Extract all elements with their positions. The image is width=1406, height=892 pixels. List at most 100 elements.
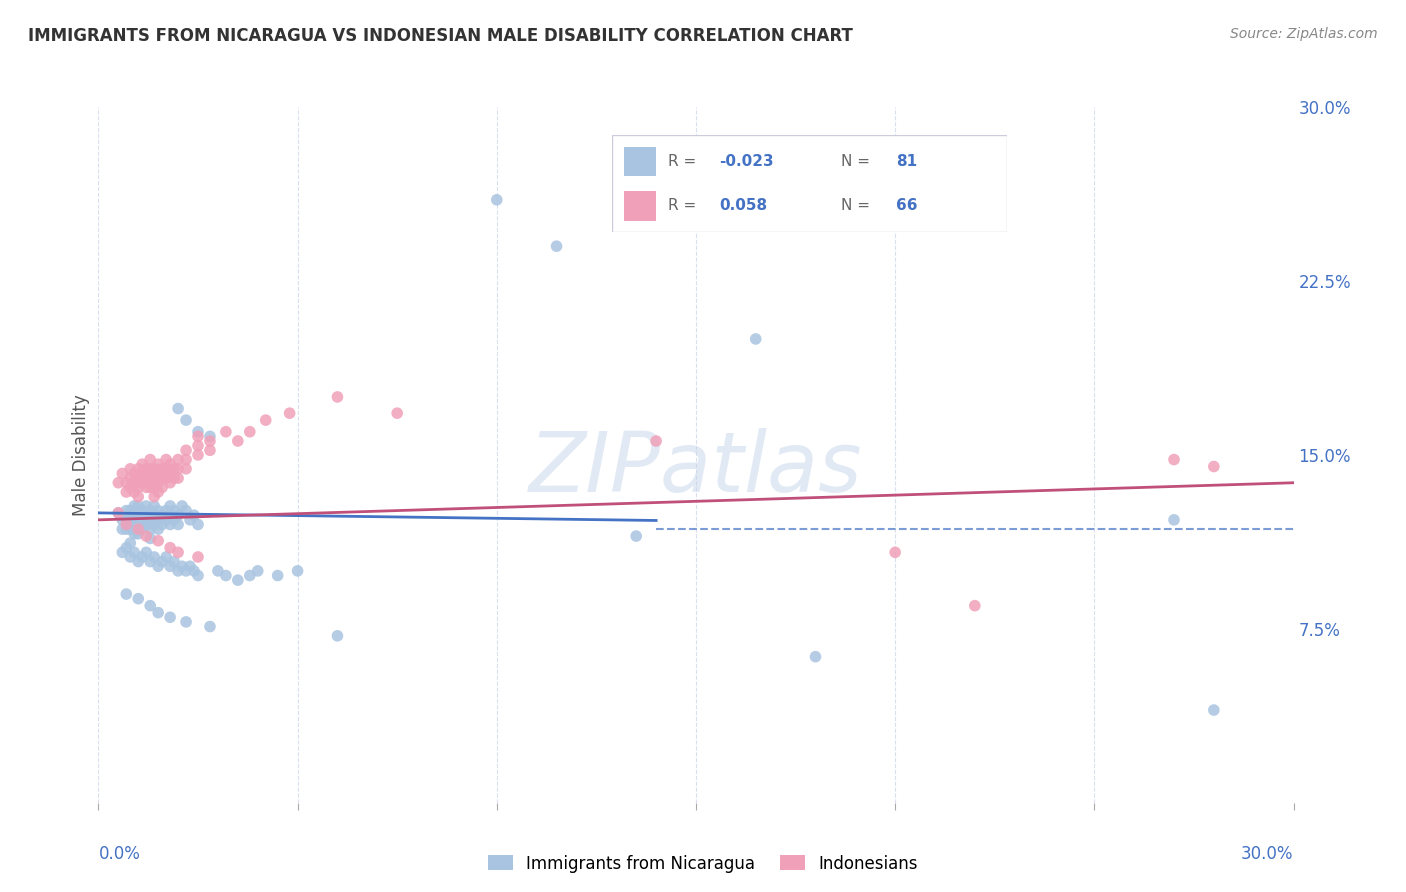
Point: [139, 480, 162, 494]
Point: [139, 503, 162, 517]
Point: [155, 471, 177, 485]
Point: [385, 406, 409, 420]
Point: [127, 591, 149, 606]
Point: [159, 457, 181, 471]
Point: [148, 475, 170, 490]
Text: N =: N =: [841, 153, 875, 169]
Point: [131, 457, 153, 471]
Point: [124, 545, 146, 559]
Point: [111, 513, 134, 527]
Point: [139, 471, 162, 485]
Point: [198, 429, 221, 443]
Point: [148, 522, 170, 536]
Point: [167, 508, 190, 523]
Point: [226, 434, 249, 448]
Point: [135, 545, 157, 559]
Point: [150, 517, 173, 532]
Point: [187, 549, 209, 564]
Point: [131, 513, 153, 527]
Point: [115, 541, 138, 555]
Point: [120, 480, 142, 494]
Point: [124, 517, 146, 532]
Point: [326, 629, 349, 643]
Text: IMMIGRANTS FROM NICARAGUA VS INDONESIAN MALE DISABILITY CORRELATION CHART: IMMIGRANTS FROM NICARAGUA VS INDONESIAN …: [28, 27, 853, 45]
Bar: [624, 146, 655, 176]
Point: [159, 508, 181, 523]
Point: [148, 533, 170, 548]
Point: [167, 517, 190, 532]
Point: [111, 467, 134, 481]
Point: [115, 485, 138, 500]
Point: [246, 564, 269, 578]
Point: [174, 443, 197, 458]
Point: [1202, 703, 1225, 717]
Point: [163, 471, 186, 485]
Point: [150, 480, 173, 494]
Point: [150, 462, 173, 476]
Point: [148, 559, 170, 574]
Point: [139, 522, 162, 536]
Point: [167, 462, 190, 476]
Point: [745, 332, 768, 346]
Point: [326, 390, 349, 404]
Point: [155, 503, 177, 517]
Point: [127, 480, 149, 494]
Point: [287, 564, 309, 578]
Point: [120, 503, 142, 517]
Point: [127, 508, 149, 523]
Point: [226, 573, 249, 587]
Point: [187, 448, 209, 462]
Point: [239, 425, 262, 439]
Text: 30.0%: 30.0%: [1241, 845, 1294, 863]
Text: 81: 81: [896, 153, 917, 169]
Point: [139, 599, 162, 613]
Point: [183, 508, 205, 523]
Point: [135, 480, 157, 494]
Point: [215, 568, 238, 582]
Point: [148, 457, 170, 471]
Point: [131, 475, 153, 490]
Point: [148, 485, 170, 500]
Point: [1163, 452, 1185, 467]
Point: [174, 615, 197, 629]
Point: [135, 529, 157, 543]
Point: [172, 559, 194, 574]
Point: [254, 413, 277, 427]
Point: [139, 452, 162, 467]
Point: [546, 239, 568, 253]
Point: [143, 517, 166, 532]
Point: [159, 517, 181, 532]
Point: [127, 471, 149, 485]
Point: [115, 522, 138, 536]
Point: [198, 443, 221, 458]
Point: [179, 513, 201, 527]
Point: [167, 564, 190, 578]
Point: [159, 467, 181, 481]
Point: [163, 555, 186, 569]
Point: [159, 610, 181, 624]
Text: 0.058: 0.058: [718, 199, 766, 213]
Text: R =: R =: [668, 153, 700, 169]
Point: [207, 564, 229, 578]
Point: [124, 508, 146, 523]
Point: [485, 193, 508, 207]
Point: [150, 555, 173, 569]
Point: [159, 499, 181, 513]
Point: [115, 513, 138, 527]
Point: [239, 568, 262, 582]
Point: [174, 503, 197, 517]
Point: [174, 462, 197, 476]
Text: -0.023: -0.023: [718, 153, 773, 169]
Point: [159, 559, 181, 574]
Text: 0.0%: 0.0%: [98, 845, 141, 863]
Point: [120, 471, 142, 485]
Point: [143, 480, 166, 494]
Point: [963, 599, 986, 613]
Point: [143, 549, 166, 564]
Point: [124, 467, 146, 481]
Point: [187, 425, 209, 439]
Point: [131, 522, 153, 536]
Y-axis label: Male Disability: Male Disability: [72, 394, 90, 516]
Point: [187, 568, 209, 582]
Point: [626, 529, 648, 543]
